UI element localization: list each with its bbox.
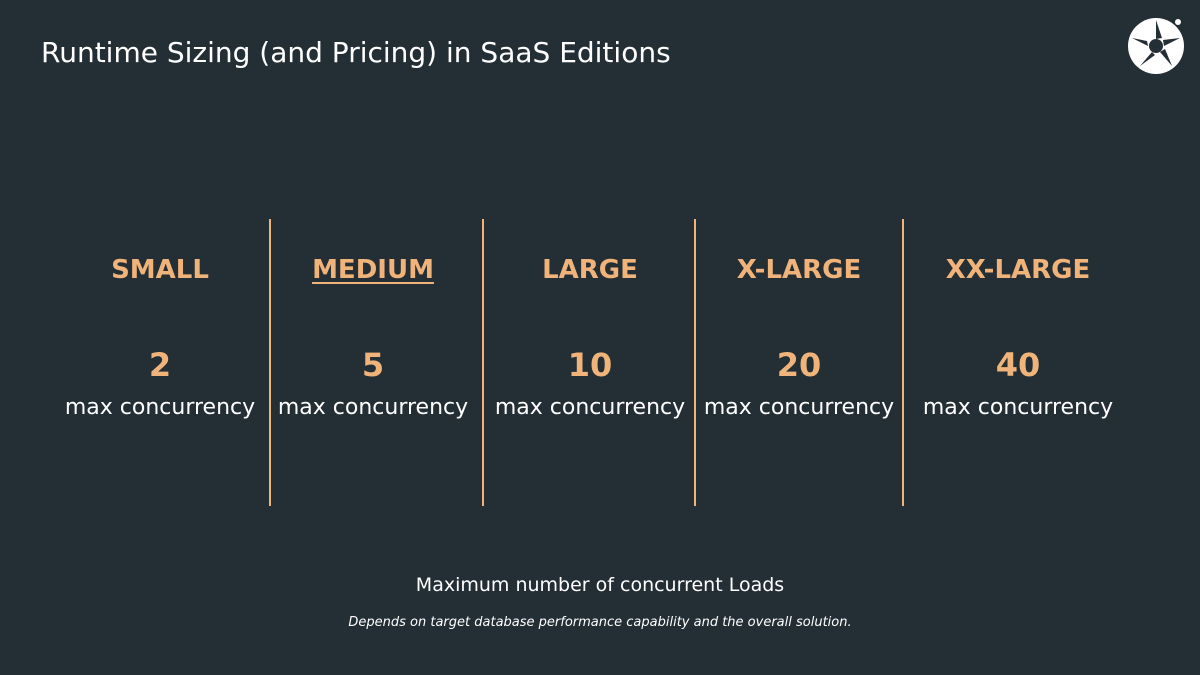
divider [269,219,271,506]
footer-note: Depends on target database performance c… [348,615,852,630]
tier-unit: max concurrency [922,395,1114,420]
tier-name: X-LARGE [736,255,862,285]
divider [902,219,904,506]
page-title: Runtime Sizing (and Pricing) in SaaS Edi… [41,36,671,69]
tier-value: 20 [776,346,822,384]
tier-unit: max concurrency [277,395,469,420]
tier-value: 40 [995,346,1041,384]
tier-name: LARGE [542,255,638,285]
tier-value: 2 [148,346,172,384]
tier-unit: max concurrency [494,395,686,420]
aperture-logo-icon [1128,18,1184,74]
divider [694,219,696,506]
tier-value: 10 [567,346,613,384]
tier-x-large: X-LARGE 20 max concurrency [699,250,899,423]
tier-small: SMALL 2 max concurrency [60,250,260,423]
tier-large: LARGE 10 max concurrency [490,250,690,423]
tier-unit: max concurrency [703,395,895,420]
divider [482,219,484,506]
tier-name: SMALL [111,255,209,285]
tier-medium: MEDIUM 5 max concurrency [273,250,473,423]
tier-name: XX-LARGE [945,255,1091,285]
tier-name: MEDIUM [312,255,434,285]
footer-caption: Maximum number of concurrent Loads [415,574,785,596]
tier-xx-large: XX-LARGE 40 max concurrency [918,250,1118,423]
tier-unit: max concurrency [64,395,256,420]
tier-value: 5 [361,346,385,384]
